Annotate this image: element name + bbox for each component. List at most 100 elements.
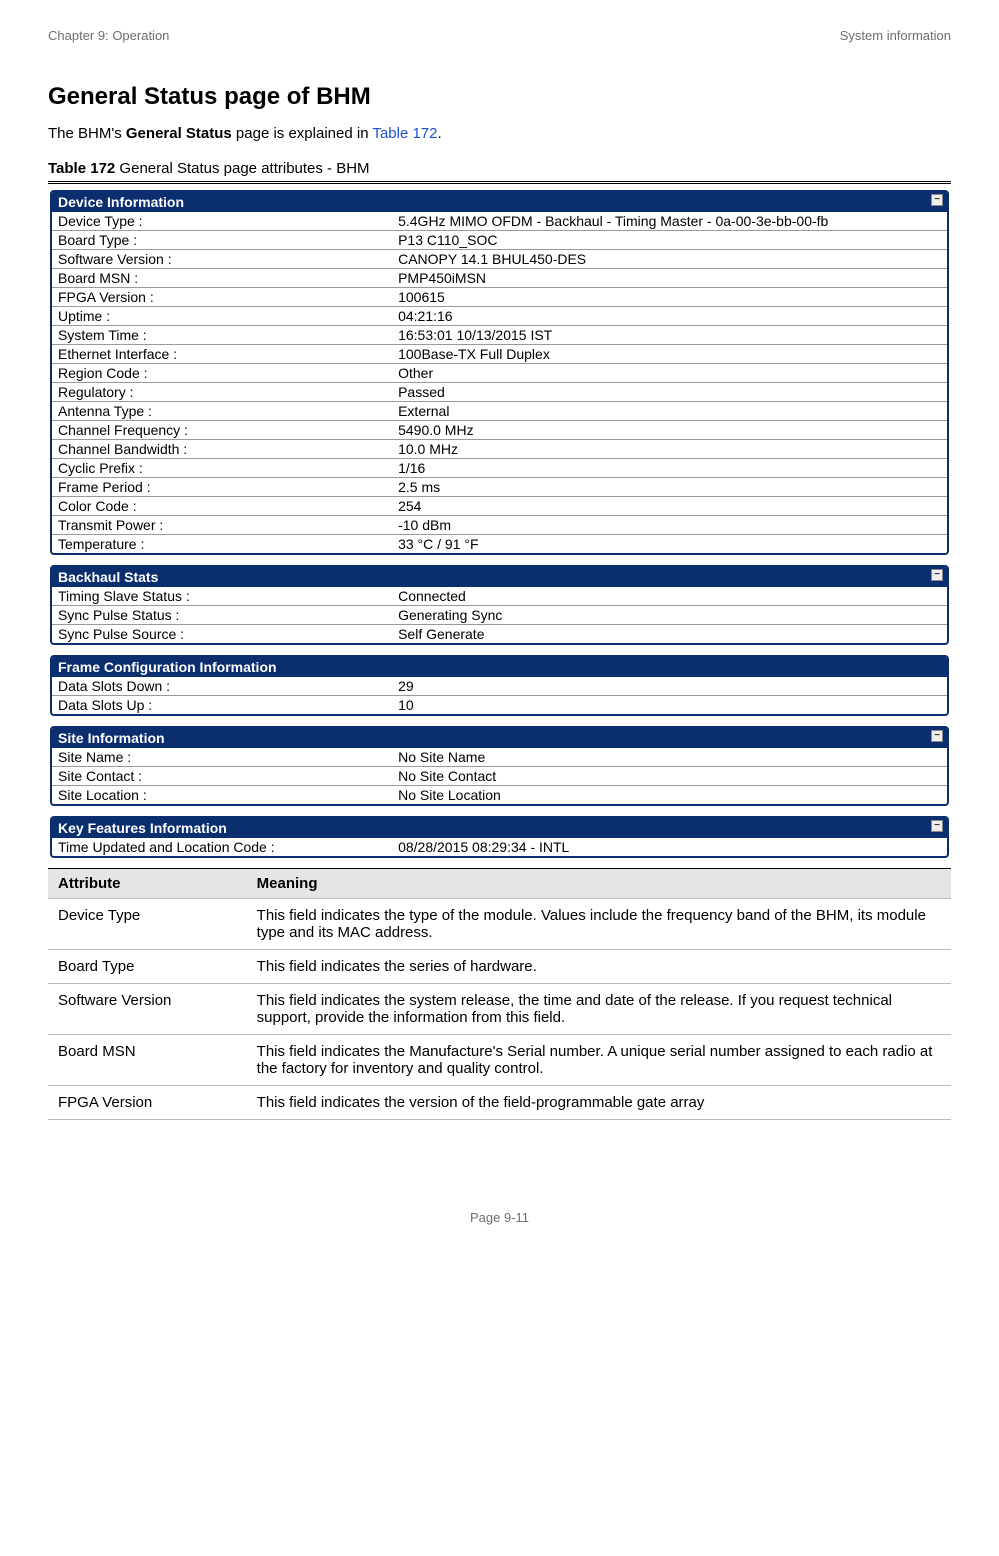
attr-cell: FPGA Version bbox=[48, 1086, 247, 1120]
row-value: 254 bbox=[392, 497, 947, 516]
row-value: 33 °C / 91 °F bbox=[392, 535, 947, 554]
row-key: Time Updated and Location Code : bbox=[52, 838, 392, 856]
row-key: Sync Pulse Status : bbox=[52, 606, 392, 625]
row-key: Device Type : bbox=[52, 212, 392, 231]
row-value: No Site Location bbox=[392, 786, 947, 805]
table-row: Board TypeThis field indicates the serie… bbox=[48, 950, 951, 984]
table-row: Site Contact :No Site Contact bbox=[52, 767, 947, 786]
table-row: Software VersionThis field indicates the… bbox=[48, 984, 951, 1035]
intro-pre: The BHM's bbox=[48, 125, 126, 142]
attr-cell: Software Version bbox=[48, 984, 247, 1035]
meaning-cell: This field indicates the version of the … bbox=[247, 1086, 951, 1120]
table-row: Sync Pulse Status :Generating Sync bbox=[52, 606, 947, 625]
table-caption: Table 172 General Status page attributes… bbox=[48, 160, 951, 177]
collapse-icon[interactable]: − bbox=[931, 194, 943, 206]
row-key: Board MSN : bbox=[52, 269, 392, 288]
row-key: Color Code : bbox=[52, 497, 392, 516]
row-value: Connected bbox=[392, 587, 947, 606]
table-row: Uptime :04:21:16 bbox=[52, 307, 947, 326]
panel: Key Features Information − Time Updated an… bbox=[50, 816, 949, 858]
row-key: Site Contact : bbox=[52, 767, 392, 786]
meaning-cell: This field indicates the type of the mod… bbox=[247, 899, 951, 950]
row-value: 16:53:01 10/13/2015 IST bbox=[392, 326, 947, 345]
collapse-icon[interactable]: − bbox=[931, 569, 943, 581]
panel-header: Frame Configuration Information bbox=[52, 657, 947, 677]
row-key: System Time : bbox=[52, 326, 392, 345]
panel-table: Timing Slave Status :ConnectedSync Pulse… bbox=[52, 587, 947, 643]
meaning-cell: This field indicates the system release,… bbox=[247, 984, 951, 1035]
table-row: Region Code :Other bbox=[52, 364, 947, 383]
row-key: Timing Slave Status : bbox=[52, 587, 392, 606]
caption-rule bbox=[48, 181, 951, 184]
row-value: 10.0 MHz bbox=[392, 440, 947, 459]
meaning-cell: This field indicates the series of hardw… bbox=[247, 950, 951, 984]
row-value: 1/16 bbox=[392, 459, 947, 478]
table-row: Cyclic Prefix :1/16 bbox=[52, 459, 947, 478]
panel-table: Time Updated and Location Code :08/28/20… bbox=[52, 838, 947, 856]
intro-mid: page is explained in bbox=[232, 125, 373, 142]
table-row: Frame Period :2.5 ms bbox=[52, 478, 947, 497]
row-key: FPGA Version : bbox=[52, 288, 392, 307]
table-row: Channel Frequency :5490.0 MHz bbox=[52, 421, 947, 440]
row-key: Region Code : bbox=[52, 364, 392, 383]
panel-table: Data Slots Down :29Data Slots Up :10 bbox=[52, 677, 947, 714]
row-value: 10 bbox=[392, 696, 947, 715]
table-row: Channel Bandwidth :10.0 MHz bbox=[52, 440, 947, 459]
panel-title: Frame Configuration Information bbox=[58, 659, 277, 675]
panel-header: Backhaul Stats− bbox=[52, 567, 947, 587]
row-key: Cyclic Prefix : bbox=[52, 459, 392, 478]
row-value: P13 C110_SOC bbox=[392, 231, 947, 250]
row-value: 100Base-TX Full Duplex bbox=[392, 345, 947, 364]
row-value: 100615 bbox=[392, 288, 947, 307]
table-row: Timing Slave Status :Connected bbox=[52, 587, 947, 606]
panel: Frame Configuration Information Data Slot… bbox=[50, 655, 949, 716]
intro-post: . bbox=[438, 125, 442, 142]
row-value: Self Generate bbox=[392, 625, 947, 644]
table-row: Site Location :No Site Location bbox=[52, 786, 947, 805]
row-key: Transmit Power : bbox=[52, 516, 392, 535]
collapse-icon[interactable]: − bbox=[931, 730, 943, 742]
row-key: Temperature : bbox=[52, 535, 392, 554]
row-value: Other bbox=[392, 364, 947, 383]
row-value: No Site Name bbox=[392, 748, 947, 767]
row-key: Board Type : bbox=[52, 231, 392, 250]
row-key: Frame Period : bbox=[52, 478, 392, 497]
table-row: Software Version :CANOPY 14.1 BHUL450-DE… bbox=[52, 250, 947, 269]
row-value: 04:21:16 bbox=[392, 307, 947, 326]
table-row: Data Slots Up :10 bbox=[52, 696, 947, 715]
attr-cell: Device Type bbox=[48, 899, 247, 950]
table-row: Board MSN :PMP450iMSN bbox=[52, 269, 947, 288]
table-row: Temperature :33 °C / 91 °F bbox=[52, 535, 947, 554]
panel-title: Key Features Information bbox=[58, 820, 227, 836]
row-value: 5.4GHz MIMO OFDM - Backhaul - Timing Mas… bbox=[392, 212, 947, 231]
row-value: Generating Sync bbox=[392, 606, 947, 625]
row-value: -10 dBm bbox=[392, 516, 947, 535]
row-key: Site Name : bbox=[52, 748, 392, 767]
row-key: Antenna Type : bbox=[52, 402, 392, 421]
row-value: PMP450iMSN bbox=[392, 269, 947, 288]
table-row: Data Slots Down :29 bbox=[52, 677, 947, 696]
col-attribute: Attribute bbox=[48, 869, 247, 899]
col-meaning: Meaning bbox=[247, 869, 951, 899]
row-key: Data Slots Down : bbox=[52, 677, 392, 696]
row-value: 29 bbox=[392, 677, 947, 696]
collapse-icon[interactable]: − bbox=[931, 820, 943, 832]
table-row: Site Name :No Site Name bbox=[52, 748, 947, 767]
panel: Backhaul Stats−Timing Slave Status :Conn… bbox=[50, 565, 949, 645]
table-row: Board MSNThis field indicates the Manufa… bbox=[48, 1035, 951, 1086]
page-footer: Page 9-11 bbox=[48, 1210, 951, 1225]
row-key: Site Location : bbox=[52, 786, 392, 805]
intro-link[interactable]: Table 172 bbox=[372, 125, 437, 142]
table-row: Regulatory :Passed bbox=[52, 383, 947, 402]
table-row: Board Type :P13 C110_SOC bbox=[52, 231, 947, 250]
row-value: External bbox=[392, 402, 947, 421]
table-row: Device TypeThis field indicates the type… bbox=[48, 899, 951, 950]
row-key: Data Slots Up : bbox=[52, 696, 392, 715]
panel: Device Information−Device Type :5.4GHz M… bbox=[50, 190, 949, 555]
panel-table: Device Type :5.4GHz MIMO OFDM - Backhaul… bbox=[52, 212, 947, 553]
row-key: Channel Bandwidth : bbox=[52, 440, 392, 459]
panel-header: Device Information− bbox=[52, 192, 947, 212]
table-row: FPGA Version :100615 bbox=[52, 288, 947, 307]
row-value: 2.5 ms bbox=[392, 478, 947, 497]
table-row: Time Updated and Location Code :08/28/20… bbox=[52, 838, 947, 856]
